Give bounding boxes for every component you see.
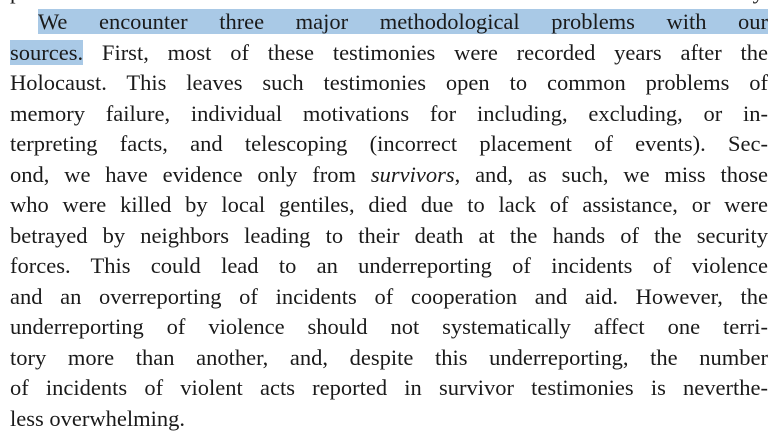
highlighted-text: sources.: [10, 39, 84, 65]
text-line: sources. First, most of these testimonie…: [10, 38, 768, 68]
text-line: We encounter three major methodological …: [38, 7, 768, 37]
text-line: ond, we have evidence only from survivor…: [10, 160, 768, 190]
text-line: memory failure, individual motivations f…: [10, 100, 768, 126]
text-line: of incidents of violent acts reported in…: [10, 375, 768, 400]
text-line: Holocaust. This leaves such testimonies …: [10, 70, 768, 95]
text-line: betrayed by neighbors leading to their d…: [10, 222, 768, 248]
italic-text: survivors: [370, 161, 455, 187]
text-line: tory more than another, and, despite thi…: [10, 344, 768, 370]
text-line: parison of non-Jewish behavior toward th…: [10, 0, 768, 7]
text-line: less overwhelming.: [10, 405, 185, 431]
text-line: who were killed by local gentiles, died …: [10, 192, 768, 217]
text-segment: , and, as such, we miss those: [454, 161, 768, 187]
text-line: underreporting of violence should not sy…: [10, 314, 768, 339]
text-segment: ond, we have evidence only from: [10, 161, 371, 187]
text-line: and an overreporting of incidents of coo…: [10, 283, 768, 309]
highlighted-text: We encounter three major methodological …: [38, 9, 768, 34]
text-line: forces. This could lead to an underrepor…: [10, 253, 768, 278]
text-segment: First, most of these testimonies were re…: [83, 39, 768, 65]
text-line: terpreting facts, and telescoping (incor…: [10, 131, 768, 156]
